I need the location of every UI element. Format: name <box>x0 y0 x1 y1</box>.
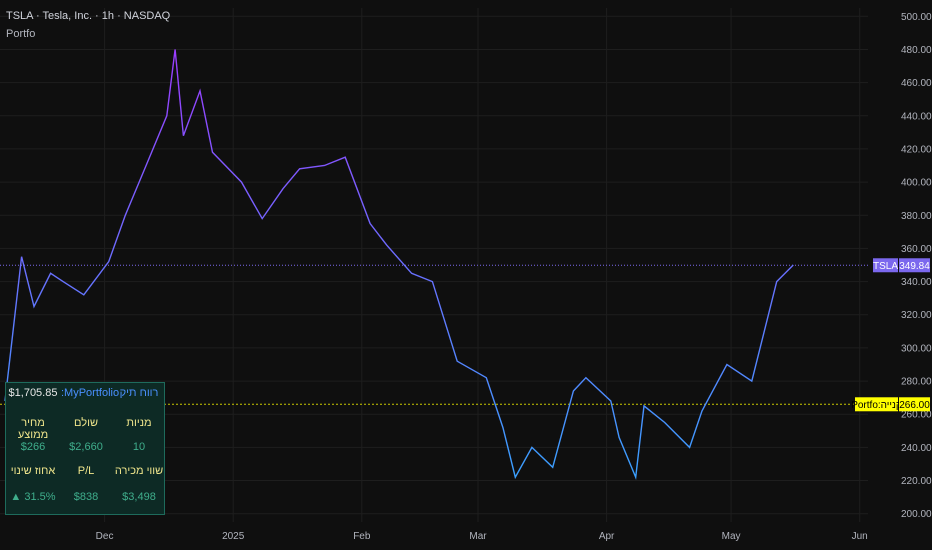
y-tick-label: 480.00 <box>901 45 932 56</box>
portfolio-name: :MyPortfolio <box>61 387 120 399</box>
chart-grid <box>0 8 868 522</box>
header-change-pct: אחוז שינוי <box>10 465 56 477</box>
y-tick-label: 360.00 <box>901 244 932 255</box>
last-price-tag-bg <box>899 258 930 273</box>
y-tick-label: 420.00 <box>901 144 932 155</box>
symbol-tag-bg <box>873 258 898 273</box>
y-tick-label: 220.00 <box>901 476 932 487</box>
value-avg-price: $266 <box>20 441 46 453</box>
header-sale-value: שווי מכירה <box>114 465 164 477</box>
price-axis[interactable]: 500.00 480.00 460.00 440.00 420.00 400.00 380.… <box>901 12 932 520</box>
x-tick-label: Apr <box>599 531 615 542</box>
portfolio-table: $1,705.85 :MyPortfolio רווח תיק מחיר ממו… <box>5 382 165 515</box>
value-shares: 10 <box>132 441 146 453</box>
y-tick-label: 300.00 <box>901 343 932 354</box>
y-tick-label: 320.00 <box>901 310 932 321</box>
y-tick-label: 460.00 <box>901 78 932 89</box>
value-change-pct: ▲ 31.5% <box>10 491 56 503</box>
x-tick-label: Jun <box>852 531 868 542</box>
header-avg-price: מחיר ממוצע <box>17 417 49 441</box>
portfolio-profit-value: $1,705.85 <box>8 387 58 399</box>
symbol-title[interactable]: TSLA · Tesla, Inc. · 1h · NASDAQ <box>6 10 171 22</box>
header-paid: שולם <box>74 417 98 429</box>
buy-label-tag: Portfo:קנייה <box>851 400 902 411</box>
y-tick-label: 240.00 <box>901 443 932 454</box>
x-tick-label: May <box>722 531 741 542</box>
header-shares: מניות <box>126 417 152 429</box>
header-pl: P/L <box>77 465 95 477</box>
x-tick-label: Dec <box>96 531 114 542</box>
last-price-tag: 349.84 <box>899 261 930 272</box>
value-paid: $2,660 <box>69 441 103 453</box>
indicator-label[interactable]: Portfo <box>6 28 36 40</box>
y-tick-label: 380.00 <box>901 211 932 222</box>
y-tick-label: 500.00 <box>901 12 932 23</box>
y-tick-label: 340.00 <box>901 277 932 288</box>
y-tick-label: 200.00 <box>901 509 932 520</box>
value-pl: $838 <box>73 491 99 503</box>
portfolio-title: רווח תיק <box>119 387 159 399</box>
buy-price-tag-bg <box>899 397 930 412</box>
x-tick-label: 2025 <box>222 531 245 542</box>
time-axis[interactable]: Dec 2025 Feb Mar Apr May Jun <box>96 531 868 542</box>
symbol-tag: TSLA <box>873 261 898 272</box>
series-line-tsla <box>4 49 794 480</box>
buy-label-tag-bg <box>855 397 898 412</box>
y-tick-label: 440.00 <box>901 111 932 122</box>
x-tick-label: Mar <box>469 531 487 542</box>
value-sale-value: $3,498 <box>122 491 156 503</box>
buy-price-tag: 266.00 <box>899 400 930 411</box>
y-tick-label: 400.00 <box>901 178 932 189</box>
y-tick-label: 280.00 <box>901 377 932 388</box>
y-tick-label: 260.00 <box>901 410 932 421</box>
x-tick-label: Feb <box>353 531 371 542</box>
